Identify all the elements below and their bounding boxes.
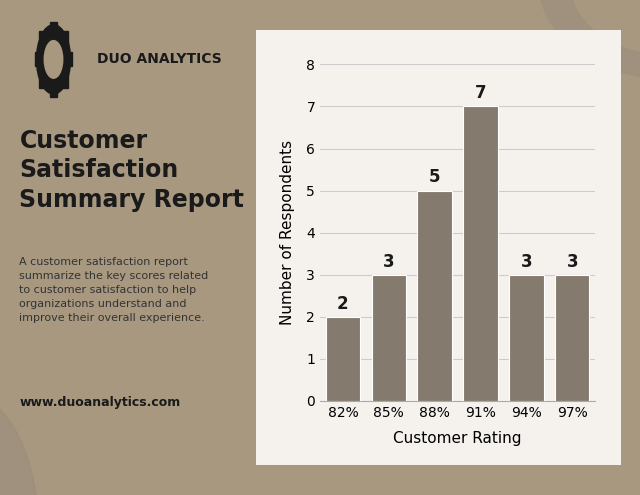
Bar xyxy=(50,22,57,36)
Bar xyxy=(326,317,360,401)
Bar xyxy=(50,83,57,97)
Bar xyxy=(35,52,42,66)
Bar xyxy=(65,52,72,66)
X-axis label: Customer Rating: Customer Rating xyxy=(394,431,522,446)
Text: 3: 3 xyxy=(520,252,532,271)
Circle shape xyxy=(0,396,39,495)
Text: 7: 7 xyxy=(475,84,486,102)
Bar xyxy=(61,31,68,45)
Bar xyxy=(372,275,406,401)
Text: 5: 5 xyxy=(429,168,440,187)
Text: 3: 3 xyxy=(383,252,395,271)
Text: DUO ANALYTICS: DUO ANALYTICS xyxy=(97,52,222,66)
Text: 2: 2 xyxy=(337,295,349,313)
Y-axis label: Number of Respondents: Number of Respondents xyxy=(280,140,295,325)
FancyBboxPatch shape xyxy=(249,21,628,474)
Circle shape xyxy=(36,25,70,94)
Text: www.duoanalytics.com: www.duoanalytics.com xyxy=(19,396,180,409)
Bar xyxy=(555,275,589,401)
Bar xyxy=(509,275,543,401)
Bar xyxy=(40,31,46,45)
Text: 3: 3 xyxy=(566,252,578,271)
Wedge shape xyxy=(538,0,640,79)
Circle shape xyxy=(44,41,63,78)
Bar xyxy=(463,106,498,401)
Bar xyxy=(61,74,68,88)
Bar xyxy=(417,191,452,401)
Text: A customer satisfaction report
summarize the key scores related
to customer sati: A customer satisfaction report summarize… xyxy=(19,257,209,323)
Bar xyxy=(40,74,46,88)
Text: Customer
Satisfaction
Summary Report: Customer Satisfaction Summary Report xyxy=(19,129,244,212)
